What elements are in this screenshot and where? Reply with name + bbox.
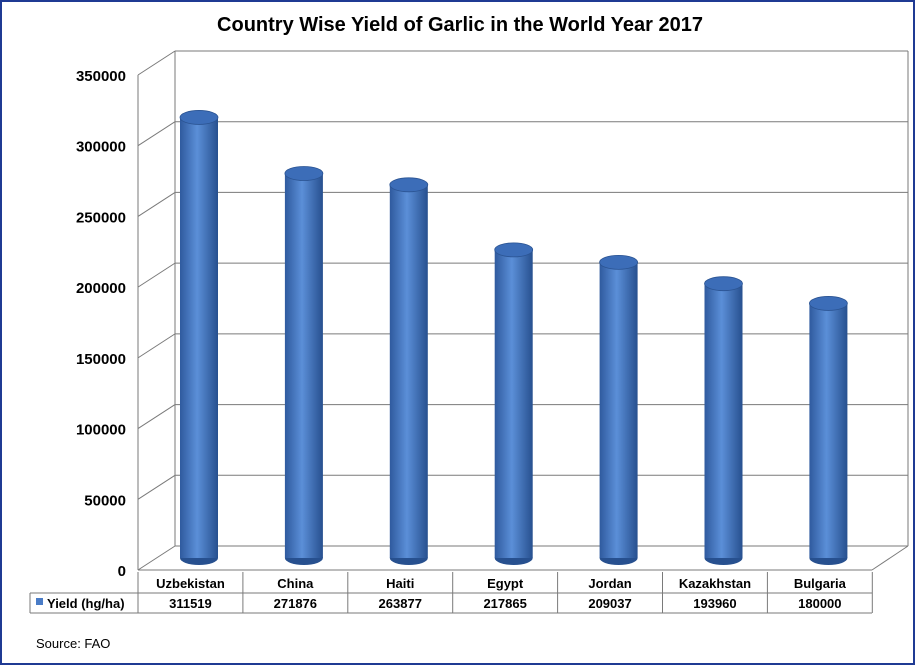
gridline-side [137,545,176,571]
y-tick-label: 350000 [76,68,126,85]
legend-swatch [36,598,43,605]
y-tick-label: 50000 [84,492,126,509]
gridline-side [137,262,176,288]
y-tick-label: 150000 [76,351,126,368]
bar-body [599,262,638,558]
data-table-value: 217865 [483,596,526,611]
bar [704,276,743,565]
category-label: Jordan [588,576,631,591]
category-label: Haiti [386,576,414,591]
bar-body [389,184,428,558]
bar-body [494,249,533,558]
data-table: Yield (hg/ha) Uzbekistan 311519 China 271876… [29,572,873,614]
bar [809,296,848,565]
y-tick-label: 100000 [76,422,126,439]
category-label: Uzbekistan [156,576,225,591]
gridline-side [137,404,176,429]
bar-top [809,296,848,311]
bar-top [284,166,324,181]
bar-top [389,177,429,193]
category-label: Kazakhstan [679,576,751,591]
category-label: Egypt [487,576,524,591]
legend-label: Yield (hg/ha) [47,596,125,611]
y-tick-label: 250000 [76,209,126,226]
gridline-side [137,192,176,217]
data-table-value: 180000 [798,596,841,611]
floor-right-edge [871,545,909,571]
category-label: Bulgaria [794,576,847,591]
data-table-value: 193960 [693,596,736,611]
bar [284,166,324,565]
y-tick-label: 300000 [76,139,126,156]
bar [389,177,429,565]
data-table-value: 271876 [274,596,317,611]
y-tick-label: 200000 [76,280,126,297]
gridline-side [137,50,176,76]
bar-body [284,173,323,558]
bar-body [704,283,743,558]
bar [179,110,219,565]
bar-top [704,276,743,292]
data-table-value: 209037 [588,596,631,611]
data-table-value: 311519 [169,596,212,611]
gridline-side [137,333,176,359]
gridline-side [137,121,176,147]
axis-layer: 0 50000 100000 150000 200000 250000 300000 3500… [76,68,126,580]
bar-top [179,110,219,125]
data-table-value: 263877 [379,596,422,611]
bar-top [494,242,534,258]
bar-layer [179,110,848,565]
bar [599,254,638,565]
chart-title: Country Wise Yield of Garlic in the Worl… [217,14,703,36]
category-label: China [277,576,314,591]
y-tick-label: 0 [118,563,126,580]
bar-body [180,117,218,558]
bar-top [599,254,638,270]
source-note: Source: FAO [36,636,110,651]
bar-body [809,303,848,558]
gridline-side [137,474,176,500]
bar [494,242,534,565]
